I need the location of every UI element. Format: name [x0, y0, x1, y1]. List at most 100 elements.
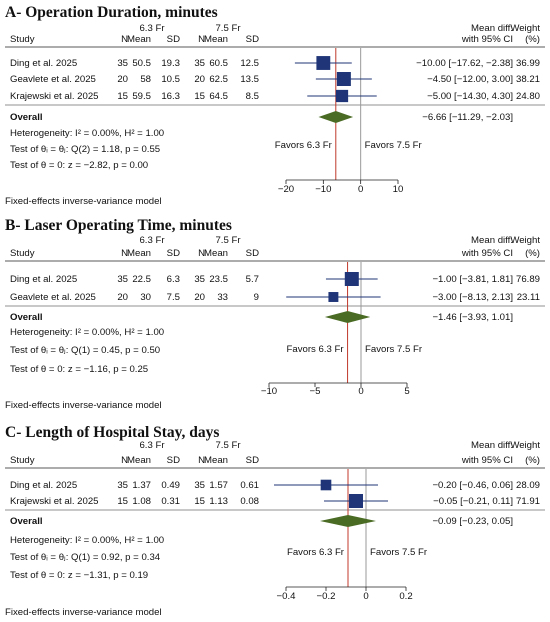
x-tick-label: 0 [358, 184, 363, 195]
ci-header-1: Mean diff. [471, 235, 513, 246]
sd2-col-header: SD [246, 248, 259, 259]
effect-square [349, 494, 363, 508]
mean1-value: 1.08 [132, 496, 151, 507]
x-tick-label: −5 [310, 386, 321, 397]
n1-col-header: N [121, 248, 128, 259]
x-tick-label: −10 [261, 386, 277, 397]
sd2-col-header: SD [246, 34, 259, 45]
x-tick-label: 10 [393, 184, 404, 195]
study-name: Geavlete et al. 2025 [10, 292, 96, 303]
mean2-value: 23.5 [209, 274, 228, 285]
study-name: Ding et al. 2025 [10, 480, 77, 491]
weight-value: 28.09 [516, 480, 540, 491]
overall-row: Overall −6.66 [−11.29, −2.03] [10, 111, 513, 123]
favors-right-label: Favors 7.5 Fr [365, 344, 423, 355]
ci-header-1: Mean diff. [471, 440, 513, 451]
overall-diamond [320, 515, 376, 527]
overall-diamond [324, 311, 371, 323]
n2-col-header: N [198, 248, 205, 259]
stats-line: Test of θ = 0: z = −1.16, p = 0.25 [10, 364, 148, 375]
study-row: Geavlete et al. 2025 20 30 7.5 20 33 9 −3.00 [−… [10, 292, 540, 303]
sd1-value: 0.31 [161, 496, 180, 507]
model-footer: Fixed-effects inverse-variance model [5, 400, 162, 411]
overall-ci-text: −0.09 [−0.23, 0.05] [432, 516, 513, 527]
overall-ci-text: −6.66 [−11.29, −2.03] [422, 112, 513, 123]
weight-header-1: Weight [510, 235, 540, 246]
group1-header: 6.3 Fr [139, 440, 165, 451]
study-row: Ding et al. 2025 35 50.5 19.3 35 60.5 12.5 −10.… [10, 56, 540, 70]
overall-ci-text: −1.46 [−3.93, 1.01] [432, 312, 513, 323]
panel-title: A- Operation Duration, minutes [5, 4, 218, 21]
ci-text: −10.00 [−17.62, −2.38] [416, 58, 513, 69]
n1-value: 35 [117, 480, 128, 491]
sd2-value: 5.7 [246, 274, 259, 285]
weight-value: 76.89 [516, 274, 540, 285]
stats-line: Test of θ = 0: z = −2.82, p = 0.00 [10, 160, 148, 171]
mean2-value: 33 [217, 292, 228, 303]
weight-header-2: (%) [525, 248, 540, 259]
n2-value: 20 [194, 74, 205, 85]
effect-square [344, 272, 359, 286]
forest-panel-0: A- Operation Duration, minutes 6.3 Fr 7.5 … [5, 4, 545, 207]
effect-square [336, 72, 351, 86]
group1-header: 6.3 Fr [139, 235, 165, 246]
n2-value: 15 [194, 91, 205, 102]
mean2-col-header: Mean [204, 455, 228, 466]
study-name: Ding et al. 2025 [10, 58, 77, 69]
n2-value: 15 [194, 496, 205, 507]
n1-value: 35 [117, 274, 128, 285]
n1-col-header: N [121, 34, 128, 45]
sd2-col-header: SD [246, 455, 259, 466]
group2-header: 7.5 Fr [215, 440, 241, 451]
sd2-value: 0.08 [240, 496, 259, 507]
study-row: Geavlete et al. 2025 20 58 10.5 20 62.5 13.5 −4… [10, 72, 540, 86]
weight-header-2: (%) [525, 455, 540, 466]
study-name: Ding et al. 2025 [10, 274, 77, 285]
n1-value: 15 [117, 91, 128, 102]
stats-line: Test of θᵢ = θⱼ: Q(1) = 0.92, p = 0.34 [10, 552, 161, 563]
ci-text: −0.20 [−0.46, 0.06] [432, 480, 513, 491]
sd2-value: 13.5 [240, 74, 259, 85]
study-name: Krajewski et al. 2025 [10, 91, 99, 102]
mean2-col-header: Mean [204, 34, 228, 45]
ci-header-2: with 95% CI [461, 248, 513, 259]
ci-text: −5.00 [−14.30, 4.30] [427, 91, 513, 102]
weight-header-1: Weight [510, 440, 540, 451]
favors-right-label: Favors 7.5 Fr [370, 547, 428, 558]
x-tick-label: −0.2 [317, 591, 336, 602]
overall-row: Overall −1.46 [−3.93, 1.01] [10, 311, 513, 323]
study-row: Krajewski et al. 2025 15 1.08 0.31 15 1.13 0.0… [10, 494, 540, 508]
mean2-value: 1.13 [209, 496, 228, 507]
overall-row: Overall −0.09 [−0.23, 0.05] [10, 515, 513, 527]
n2-value: 20 [194, 292, 205, 303]
n1-value: 20 [117, 292, 128, 303]
n2-value: 35 [194, 274, 205, 285]
group2-header: 7.5 Fr [215, 235, 241, 246]
weight-value: 36.99 [516, 58, 540, 69]
stats-line: Test of θᵢ = θⱼ: Q(1) = 0.45, p = 0.50 [10, 345, 160, 356]
favors-left-label: Favors 6.3 Fr [287, 344, 345, 355]
favors-left-label: Favors 6.3 Fr [275, 140, 333, 151]
overall-label: Overall [10, 312, 43, 323]
overall-diamond [318, 111, 354, 123]
ci-text: −0.05 [−0.21, 0.11] [433, 496, 513, 507]
study-row: Krajewski et al. 2025 15 59.5 16.3 15 64.5 8.5… [10, 89, 540, 103]
sd2-value: 9 [254, 292, 259, 303]
stats-line: Test of θ = 0: z = −1.31, p = 0.19 [10, 570, 148, 581]
n2-col-header: N [198, 34, 205, 45]
group1-header: 6.3 Fr [139, 23, 165, 34]
stats-line: Heterogeneity: I² = 0.00%, H² = 1.00 [10, 535, 164, 546]
sd2-value: 0.61 [240, 480, 259, 491]
mean1-value: 30 [140, 292, 151, 303]
ci-text: −3.00 [−8.13, 2.13] [432, 292, 513, 303]
sd2-value: 8.5 [246, 91, 259, 102]
mean2-value: 64.5 [209, 91, 228, 102]
mean2-col-header: Mean [204, 248, 228, 259]
favors-right-label: Favors 7.5 Fr [365, 140, 423, 151]
weight-value: 38.21 [516, 74, 540, 85]
ci-header-2: with 95% CI [461, 34, 513, 45]
weight-value: 23.11 [517, 292, 540, 303]
n2-col-header: N [198, 455, 205, 466]
